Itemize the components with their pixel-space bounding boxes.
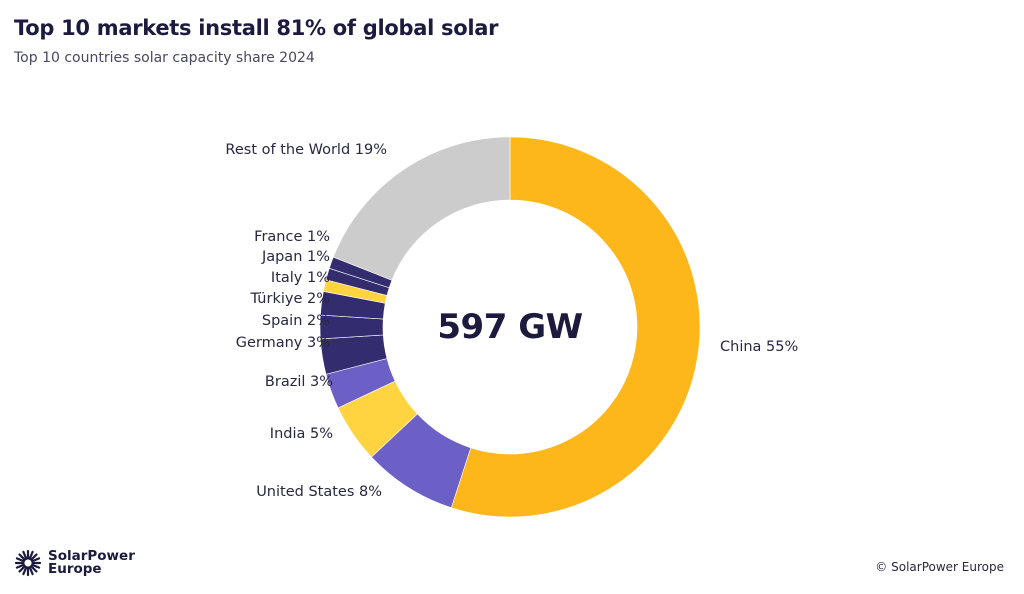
label-rest-of-world: Rest of the World 19%	[225, 142, 387, 158]
logo-line-2: Europe	[48, 561, 102, 577]
slice-rest-of-the-world	[332, 136, 511, 281]
sun-icon	[14, 549, 42, 577]
label-france: France 1%	[254, 229, 330, 245]
label-india: India 5%	[269, 426, 333, 442]
label-china: China 55%	[720, 339, 799, 355]
label-germany: Germany 3%	[235, 335, 330, 351]
label-united-states: United States 8%	[256, 484, 382, 500]
label-spain: Spain 2%	[261, 313, 330, 329]
label-japan: Japan 1%	[261, 249, 330, 265]
logo-line-1: SolarPower	[48, 548, 135, 564]
chart-subtitle: Top 10 countries solar capacity share 20…	[14, 50, 315, 66]
copyright: © SolarPower Europe	[875, 560, 1004, 574]
slice-china	[450, 136, 701, 518]
solarpower-europe-logo: SolarPower Europe	[14, 549, 135, 577]
label-turkiye: Türkiye 2%	[250, 291, 330, 307]
center-total: 597 GW	[437, 307, 583, 347]
chart-title: Top 10 markets install 81% of global sol…	[14, 16, 499, 40]
label-italy: Italy 1%	[270, 270, 330, 286]
label-brazil: Brazil 3%	[264, 374, 333, 390]
